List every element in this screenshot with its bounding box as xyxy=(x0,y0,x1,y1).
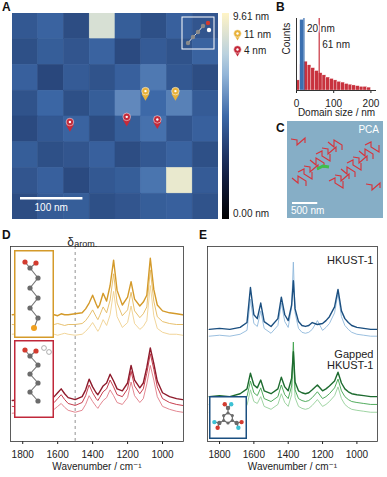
svg-text:1800: 1800 xyxy=(208,449,231,460)
svg-text:1000: 1000 xyxy=(151,449,174,460)
svg-text:1000: 1000 xyxy=(346,449,369,460)
svg-text:1400: 1400 xyxy=(82,449,105,460)
svg-text:100 nm: 100 nm xyxy=(35,202,68,213)
svg-text:Wavenumber / cm⁻¹: Wavenumber / cm⁻¹ xyxy=(248,461,338,472)
svg-text:PCA: PCA xyxy=(358,124,379,135)
svg-text:20 nm: 20 nm xyxy=(307,23,335,34)
svg-text:61 nm: 61 nm xyxy=(322,39,350,50)
svg-text:1400: 1400 xyxy=(277,449,300,460)
html-text:D: D xyxy=(2,228,11,242)
html-text:A: A xyxy=(2,0,11,14)
svg-text:1200: 1200 xyxy=(311,449,334,460)
svg-text:0: 0 xyxy=(293,97,300,109)
svg-text:Counts: Counts xyxy=(281,23,292,55)
svg-text:HKUST-1: HKUST-1 xyxy=(327,254,373,266)
html-text:B: B xyxy=(276,0,285,14)
svg-text:500 nm: 500 nm xyxy=(291,205,324,216)
svg-text:1200: 1200 xyxy=(116,449,139,460)
svg-text:Wavenumber / cm⁻¹: Wavenumber / cm⁻¹ xyxy=(52,461,142,472)
svg-text:100: 100 xyxy=(325,97,343,109)
html-text:9.61 nm: 9.61 nm xyxy=(233,11,270,22)
svg-text:Domain size / nm: Domain size / nm xyxy=(298,107,375,118)
svg-text:δ: δ xyxy=(67,235,74,249)
svg-text:1800: 1800 xyxy=(12,449,35,460)
svg-text:1600: 1600 xyxy=(243,449,266,460)
svg-text:GappedHKUST-1: GappedHKUST-1 xyxy=(327,348,373,371)
svg-text:1600: 1600 xyxy=(47,449,70,460)
html-text:4 nm: 4 nm xyxy=(244,45,267,56)
html-text:11 nm: 11 nm xyxy=(244,29,272,40)
svg-text:arom.: arom. xyxy=(74,239,97,249)
svg-text:200: 200 xyxy=(362,97,380,109)
html-text:C: C xyxy=(276,121,285,135)
html-text:0.00 nm: 0.00 nm xyxy=(233,208,270,219)
html-text:E: E xyxy=(199,228,207,242)
